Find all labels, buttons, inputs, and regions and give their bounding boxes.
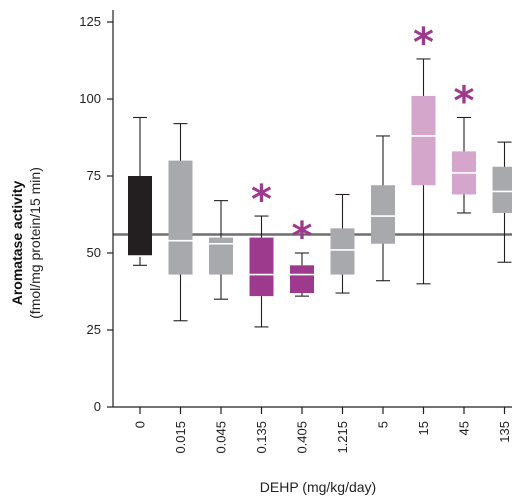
significance-star: * bbox=[454, 78, 475, 124]
significance-star: * bbox=[413, 20, 434, 66]
x-tick-label: 0.045 bbox=[214, 421, 229, 454]
x-axis-title: DEHP (mg/kg/day) bbox=[260, 479, 376, 495]
box-15 bbox=[411, 58, 436, 285]
box-1.215 bbox=[330, 193, 355, 294]
boxes bbox=[128, 58, 512, 328]
x-tick-label: 0 bbox=[133, 421, 148, 428]
box-0 bbox=[128, 116, 152, 266]
box-iqr bbox=[128, 176, 152, 257]
significance-markers: ***** bbox=[251, 20, 475, 260]
box-iqr bbox=[249, 237, 274, 297]
x-tick-label: 0.015 bbox=[173, 421, 188, 454]
significance-star: * bbox=[292, 214, 313, 260]
box-45 bbox=[452, 116, 476, 214]
x-tick-label: 0.135 bbox=[254, 421, 269, 454]
box-iqr bbox=[168, 160, 193, 275]
box-iqr bbox=[492, 166, 512, 213]
box-0.015 bbox=[168, 123, 193, 322]
y-axis-subtitle: (fmol/mg protein/15 min) bbox=[27, 167, 43, 319]
y-axis-title: Aromatase activity bbox=[9, 181, 25, 306]
y-tick-label: 25 bbox=[87, 322, 101, 337]
x-tick-label: 15 bbox=[416, 421, 431, 435]
significance-star: * bbox=[251, 177, 272, 223]
box-0.135 bbox=[249, 215, 274, 328]
y-tick-label: 100 bbox=[79, 91, 101, 106]
x-tick-label: 1.215 bbox=[335, 421, 350, 454]
box-135 bbox=[492, 141, 512, 263]
x-tick-label: 0.405 bbox=[295, 421, 310, 454]
y-tick-label: 75 bbox=[87, 168, 101, 183]
x-tick-label: 5 bbox=[376, 421, 391, 428]
box-iqr bbox=[290, 265, 314, 294]
box-iqr bbox=[330, 228, 355, 275]
box-iqr bbox=[371, 185, 395, 244]
box-iqr bbox=[411, 95, 436, 186]
x-tick-label: 135 bbox=[497, 421, 512, 443]
y-tick-label: 50 bbox=[87, 245, 101, 260]
box-0.405 bbox=[290, 252, 314, 297]
x-tick-label: 45 bbox=[457, 421, 472, 435]
box-5 bbox=[371, 135, 395, 282]
box-0.045 bbox=[209, 200, 233, 300]
y-tick-label: 125 bbox=[79, 14, 101, 29]
axes: 0 25 50 75 100 125 0 0.015 0.045 0.135 0.405 1.215 5… bbox=[79, 10, 512, 454]
y-tick-label: 0 bbox=[94, 399, 101, 414]
